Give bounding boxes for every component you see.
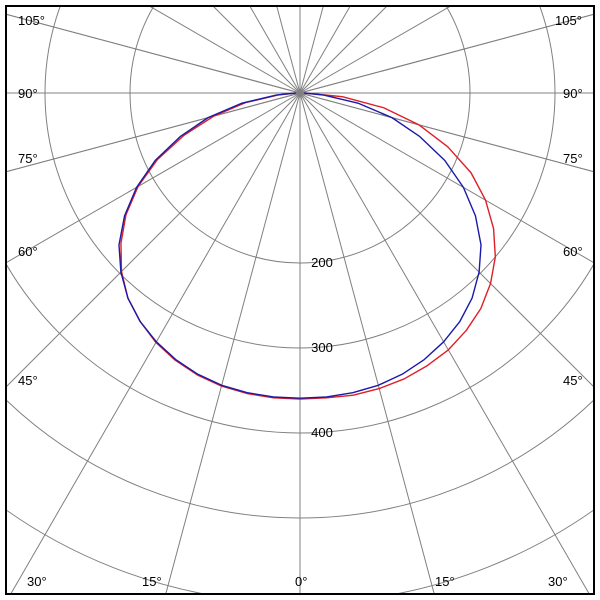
- angle-label: 30°: [548, 574, 568, 589]
- angle-label: 0°: [295, 574, 307, 589]
- chart-svg: [0, 0, 600, 600]
- angle-label: 105°: [555, 13, 582, 28]
- polar-luminous-intensity-chart: 200 300 400 105° 105° 90° 90° 75° 75° 60° 60° 45° 45…: [0, 0, 600, 600]
- angle-label: 45°: [563, 373, 583, 388]
- angle-label: 45°: [18, 373, 38, 388]
- radial-tick-label: 400: [311, 425, 333, 440]
- angle-label: 90°: [563, 86, 583, 101]
- angle-label: 15°: [142, 574, 162, 589]
- angle-label: 60°: [18, 244, 38, 259]
- angle-label: 30°: [27, 574, 47, 589]
- angle-label: 75°: [563, 151, 583, 166]
- angle-label: 60°: [563, 244, 583, 259]
- radial-tick-label: 300: [311, 340, 333, 355]
- radial-tick-label: 200: [311, 255, 333, 270]
- angle-label: 105°: [18, 13, 45, 28]
- angle-label: 90°: [18, 86, 38, 101]
- angle-label: 75°: [18, 151, 38, 166]
- angle-label: 15°: [435, 574, 455, 589]
